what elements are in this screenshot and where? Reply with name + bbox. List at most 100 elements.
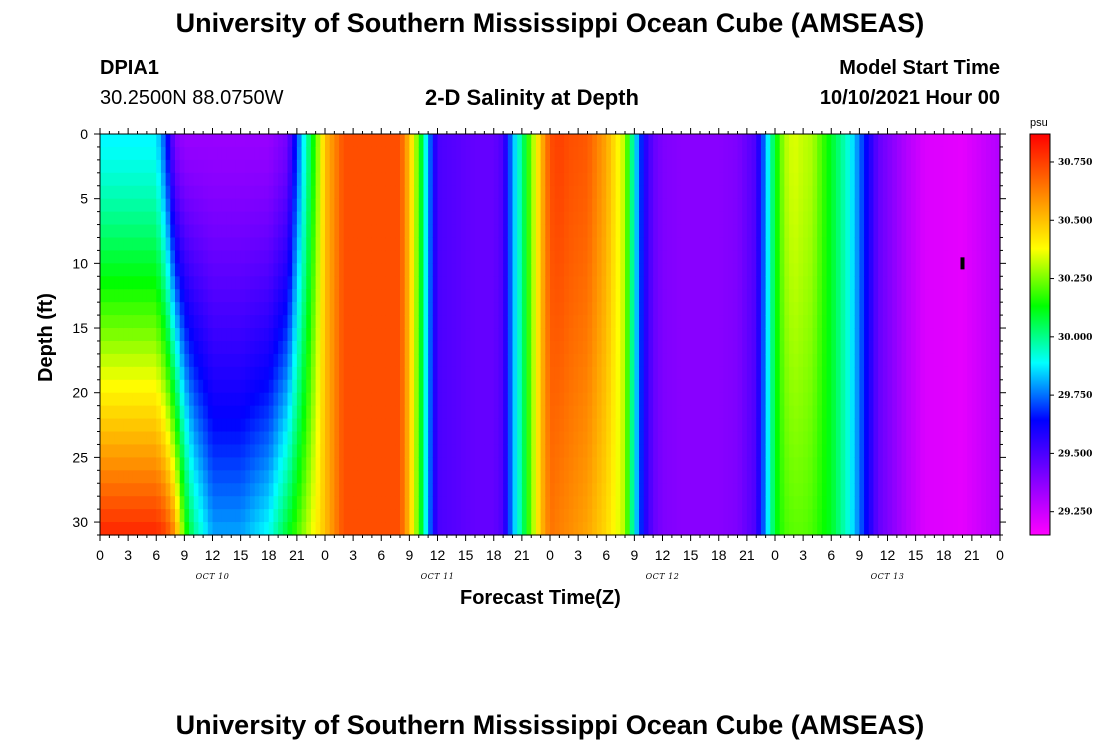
heatmap-cell: [484, 379, 490, 394]
heatmap-cell: [175, 172, 181, 187]
heatmap-cell: [240, 431, 246, 446]
heatmap-cell: [559, 146, 565, 161]
heatmap-cell: [367, 211, 373, 226]
heatmap-cell: [156, 392, 162, 407]
heatmap-cell: [535, 250, 542, 264]
heatmap-cell: [831, 134, 837, 148]
heatmap-cell: [550, 457, 556, 471]
heatmap-cell: [334, 263, 340, 277]
heatmap-cell: [273, 444, 279, 458]
heatmap-cell: [226, 198, 232, 213]
heatmap-cell: [498, 418, 504, 433]
heatmap-cell: [512, 522, 518, 536]
heatmap-cell: [357, 353, 364, 368]
heatmap-cell: [175, 522, 181, 536]
heatmap-cell: [179, 457, 185, 471]
heatmap-cell: [334, 392, 340, 407]
heatmap-cell: [104, 340, 110, 355]
heatmap-cell: [226, 379, 232, 394]
heatmap-cell: [700, 185, 706, 200]
heatmap-cell: [339, 315, 345, 329]
heatmap-cell: [310, 457, 317, 471]
heatmap-cell: [170, 340, 176, 355]
heatmap-cell: [760, 522, 767, 536]
heatmap-cell: [207, 496, 214, 510]
heatmap-cell: [559, 250, 565, 264]
heatmap-cell: [470, 470, 476, 484]
heatmap-cell: [526, 276, 532, 290]
heatmap-cell: [681, 496, 687, 510]
heatmap-cell: [437, 379, 443, 394]
heatmap-cell: [198, 159, 204, 174]
heatmap-cell: [784, 509, 790, 523]
heatmap-cell: [423, 340, 429, 355]
heatmap-cell: [573, 509, 579, 523]
heatmap-cell: [400, 159, 406, 174]
heatmap-cell: [315, 340, 321, 355]
heatmap-cell: [657, 431, 664, 446]
heatmap-cell: [184, 457, 190, 471]
heatmap-cell: [676, 237, 682, 252]
heatmap-cell: [325, 302, 331, 316]
heatmap-cell: [123, 276, 129, 290]
heatmap-cell: [751, 379, 757, 394]
heatmap-cell: [798, 496, 804, 510]
heatmap-cell: [507, 302, 514, 316]
heatmap-cell: [254, 146, 260, 161]
heatmap-cell: [779, 353, 785, 368]
heatmap-cell: [596, 418, 603, 433]
heatmap-cell: [746, 366, 753, 381]
heatmap-cell: [226, 509, 232, 523]
heatmap-cell: [306, 134, 312, 148]
heatmap-cell: [456, 172, 462, 187]
heatmap-cell: [615, 366, 621, 381]
heatmap-cell: [550, 522, 556, 536]
heatmap-cell: [610, 457, 617, 471]
heatmap-cell: [709, 315, 715, 329]
heatmap-cell: [339, 263, 345, 277]
heatmap-cell: [432, 392, 439, 407]
heatmap-cell: [845, 405, 851, 420]
heatmap-cell: [301, 302, 307, 316]
heatmap-cell: [573, 237, 579, 252]
heatmap-cell: [175, 418, 181, 433]
heatmap-cell: [606, 134, 612, 148]
heatmap-cell: [789, 134, 795, 148]
heatmap-cell: [409, 302, 415, 316]
heatmap-cell: [385, 276, 392, 290]
heatmap-cell: [231, 315, 237, 329]
heatmap-cell: [123, 366, 129, 381]
heatmap-cell: [221, 431, 228, 446]
heatmap-cell: [803, 172, 809, 187]
heatmap-cell: [329, 302, 335, 316]
heatmap-cell: [104, 315, 110, 329]
heatmap-cell: [231, 172, 237, 187]
heatmap-cell: [320, 185, 326, 200]
heatmap-cell: [479, 185, 485, 200]
heatmap-cell: [329, 224, 335, 239]
heatmap-cell: [137, 263, 143, 277]
heatmap-cell: [432, 185, 439, 200]
heatmap-cell: [850, 302, 856, 316]
heatmap-cell: [700, 237, 706, 252]
heatmap-cell: [620, 392, 626, 407]
heatmap-cell: [418, 392, 425, 407]
heatmap-cell: [554, 302, 560, 316]
heatmap-cell: [756, 224, 762, 239]
heatmap-cell: [578, 522, 584, 536]
heatmap-cell: [367, 198, 373, 213]
heatmap-cell: [503, 276, 509, 290]
heatmap-cell: [475, 379, 481, 394]
heatmap-cell: [235, 431, 242, 446]
heatmap-cell: [264, 211, 270, 226]
heatmap-cell: [456, 483, 462, 497]
heatmap-cell: [625, 172, 631, 187]
heatmap-cell: [235, 224, 242, 239]
heatmap-cell: [100, 509, 106, 523]
heatmap-cell: [207, 353, 214, 368]
heatmap-cell: [310, 159, 317, 174]
heatmap-cell: [193, 211, 200, 226]
heatmap-cell: [423, 522, 429, 536]
heatmap-cell: [521, 379, 528, 394]
heatmap-cell: [812, 431, 818, 446]
